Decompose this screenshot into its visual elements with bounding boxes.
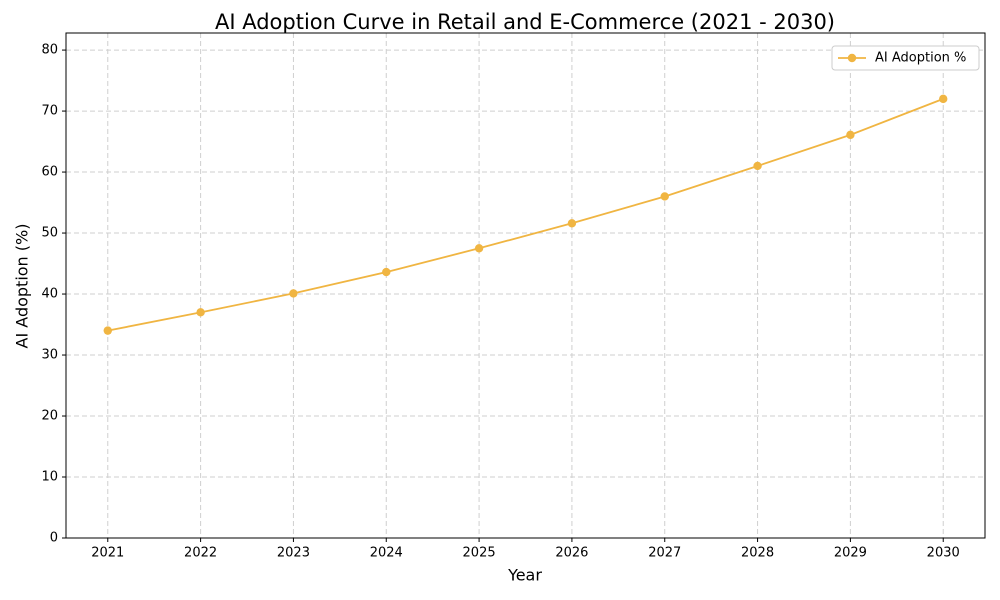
y-tick-label: 40	[41, 287, 58, 302]
plot-frame	[65, 32, 986, 539]
data-point	[753, 161, 762, 171]
data-line	[107, 98, 944, 332]
legend-label: AI Adoption %	[875, 51, 966, 66]
data-point	[103, 326, 112, 335]
x-tick-label: 2023	[277, 546, 310, 561]
y-tick-label: 30	[41, 348, 58, 363]
chart-title: AI Adoption Curve in Retail and E-Commer…	[215, 10, 835, 34]
y-tick-label: 0	[50, 531, 58, 546]
legend-marker	[847, 53, 857, 63]
x-tick-label: 2029	[834, 546, 867, 561]
x-tick-label: 2021	[91, 546, 124, 561]
x-tick-label: 2028	[741, 546, 774, 561]
x-tick-label: 2026	[555, 546, 588, 561]
y-tick-label: 50	[41, 226, 58, 241]
x-tick-label: 2024	[370, 546, 403, 561]
data-point	[939, 94, 948, 104]
y-axis-label: AI Adoption (%)	[13, 224, 32, 349]
y-tick-label: 10	[41, 470, 58, 485]
data-point	[474, 244, 484, 253]
x-tick-label: 2027	[648, 546, 681, 561]
data-point	[567, 219, 577, 228]
y-tick-label: 70	[41, 104, 58, 119]
data-point	[196, 308, 205, 317]
data-point	[846, 130, 855, 140]
data-point	[289, 289, 298, 298]
x-tick-label: 2022	[184, 546, 217, 561]
y-tick-label: 60	[41, 165, 58, 180]
data-point	[382, 267, 391, 277]
legend-box	[831, 45, 980, 71]
y-tick-label: 20	[41, 409, 58, 424]
x-axis-label: Year	[507, 566, 542, 585]
y-tick-label: 80	[41, 43, 58, 58]
x-tick-label: 2030	[927, 546, 960, 561]
data-point	[660, 192, 669, 201]
x-tick-label: 2025	[463, 546, 496, 561]
